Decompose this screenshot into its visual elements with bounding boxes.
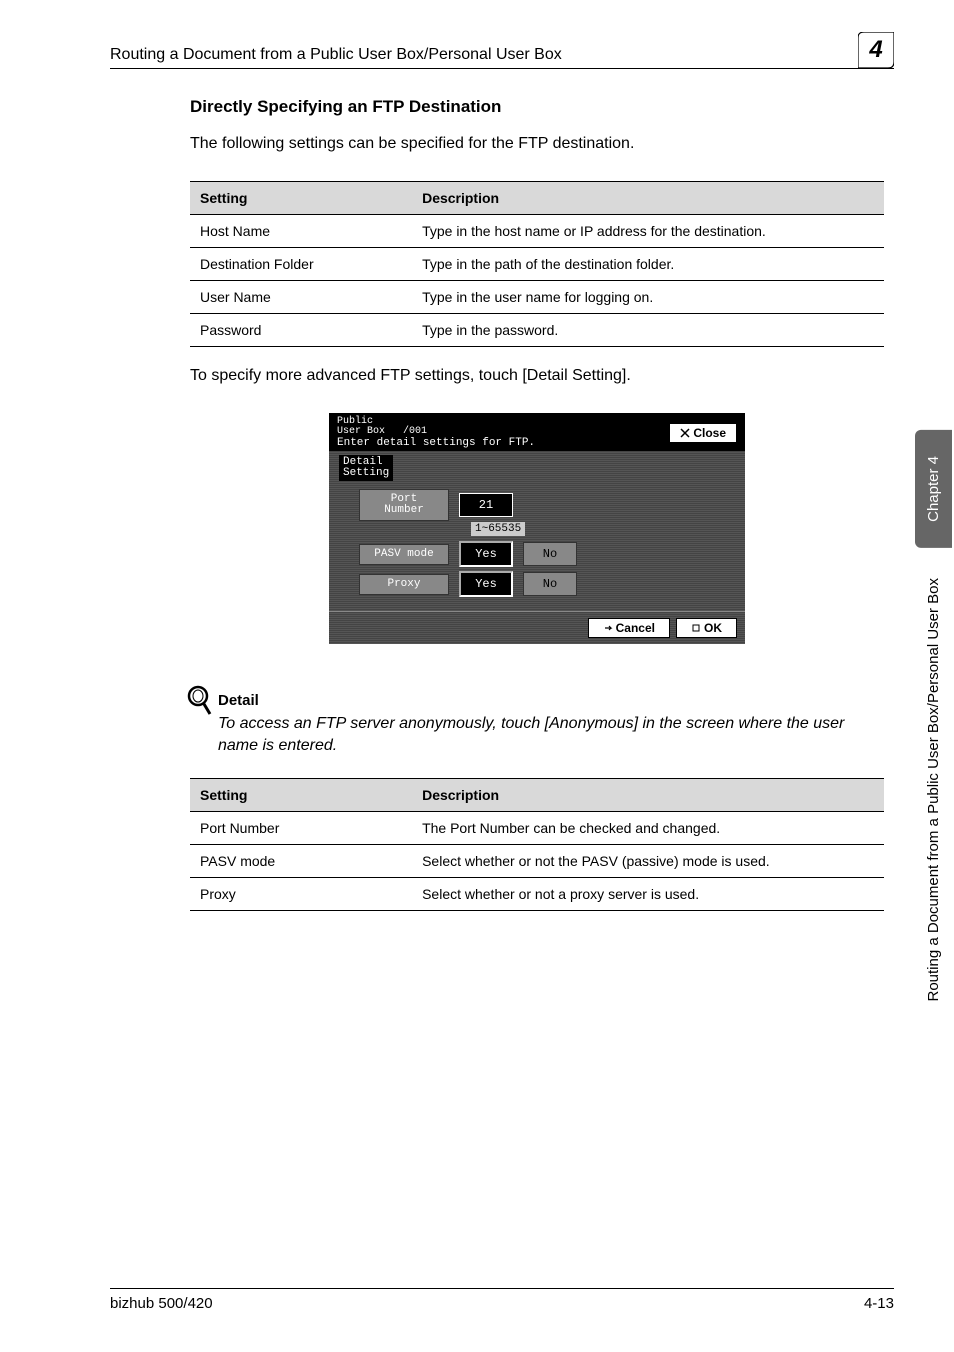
detail-body: To access an FTP server anonymously, tou… [218, 713, 884, 758]
detail-icon [186, 684, 214, 716]
side-tab: Chapter 4 Routing a Document from a Publ… [912, 430, 954, 1011]
close-button[interactable]: Close [669, 423, 737, 443]
table-row: User NameType in the user name for loggi… [190, 281, 884, 314]
footer-right: 4-13 [864, 1295, 894, 1312]
detail-note: Detail To access an FTP server anonymous… [190, 692, 884, 758]
pasv-yes-button[interactable]: Yes [459, 541, 513, 567]
section-intro: The following settings can be specified … [190, 135, 884, 153]
side-chapter: Chapter 4 [915, 430, 952, 548]
section-heading: Directly Specifying an FTP Destination [190, 97, 884, 117]
port-range: 1~65535 [471, 522, 525, 536]
scr-title-1b: User Box [337, 426, 385, 437]
table-header: Description [412, 778, 884, 811]
table-header: Description [412, 182, 884, 215]
table-row: PasswordType in the password. [190, 314, 884, 347]
table-row: PASV modeSelect whether or not the PASV … [190, 844, 884, 877]
settings-table-1: Setting Description Host NameType in the… [190, 181, 884, 347]
pasv-mode-label: PASV mode [359, 544, 449, 565]
table-row: ProxySelect whether or not a proxy serve… [190, 877, 884, 910]
scr-subtitle: Enter detail settings for FTP. [337, 437, 535, 449]
table-row: Host NameType in the host name or IP add… [190, 215, 884, 248]
post-table-text: To specify more advanced FTP settings, t… [190, 367, 884, 385]
cancel-icon [603, 623, 613, 633]
close-icon [680, 428, 690, 438]
chapter-number: 4 [869, 36, 882, 64]
page-header: Routing a Document from a Public User Bo… [110, 32, 894, 69]
ok-button[interactable]: OK [676, 618, 737, 638]
page-footer: bizhub 500/420 4-13 [110, 1288, 894, 1312]
chapter-badge: 4 [858, 32, 894, 68]
detail-heading: Detail [218, 692, 884, 709]
table-header: Setting [190, 182, 412, 215]
cancel-button[interactable]: Cancel [588, 618, 670, 638]
port-number-label: Port Number [359, 489, 449, 521]
port-number-value[interactable]: 21 [459, 493, 513, 517]
proxy-label: Proxy [359, 574, 449, 595]
ok-icon [691, 623, 701, 633]
table-row: Port NumberThe Port Number can be checke… [190, 811, 884, 844]
proxy-no-button[interactable]: No [523, 572, 577, 596]
table-row: Destination FolderType in the path of th… [190, 248, 884, 281]
proxy-yes-button[interactable]: Yes [459, 571, 513, 597]
detail-setting-label: Detail Setting [339, 455, 393, 481]
settings-table-2: Setting Description Port NumberThe Port … [190, 778, 884, 911]
scr-title-num: /001 [403, 426, 427, 437]
pasv-no-button[interactable]: No [523, 542, 577, 566]
table-header: Setting [190, 778, 412, 811]
footer-left: bizhub 500/420 [110, 1295, 213, 1312]
device-screenshot: Public User Box /001 Enter detail settin… [329, 413, 745, 644]
side-text: Routing a Document from a Public User Bo… [925, 568, 942, 1012]
header-title: Routing a Document from a Public User Bo… [110, 46, 562, 64]
